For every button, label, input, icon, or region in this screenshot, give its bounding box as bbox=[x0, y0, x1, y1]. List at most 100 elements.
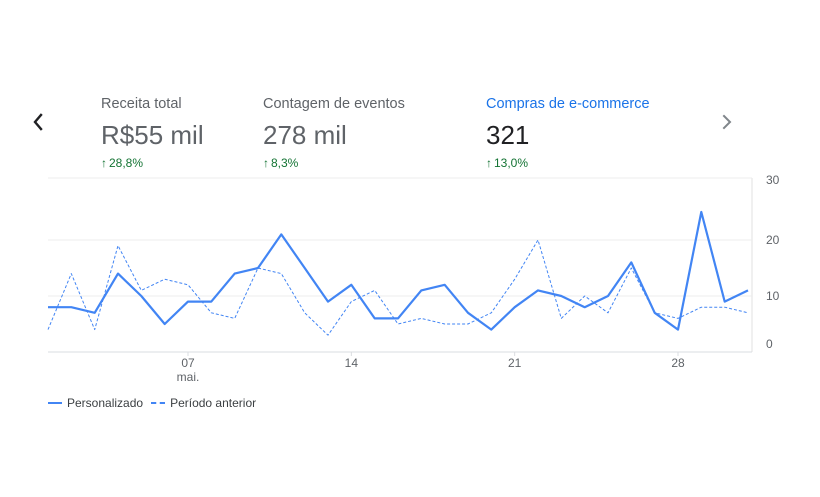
legend-item-current[interactable]: Personalizado bbox=[48, 396, 143, 410]
data-point-current bbox=[560, 295, 563, 298]
data-point-previous bbox=[490, 311, 493, 314]
data-point-previous bbox=[163, 278, 166, 281]
data-point-current bbox=[490, 328, 493, 331]
data-point-previous bbox=[583, 295, 586, 298]
metric-card-ecommerce-purchases[interactable]: Compras de e-commerce 321 ↑ 13,0% bbox=[486, 96, 650, 170]
data-point-current bbox=[70, 306, 73, 309]
x-tick-label: 21 bbox=[508, 356, 522, 370]
metric-change: ↑ 28,8% bbox=[101, 156, 204, 170]
data-point-current bbox=[210, 300, 213, 303]
legend-label: Personalizado bbox=[67, 396, 144, 410]
data-point-previous bbox=[467, 323, 470, 326]
data-point-current bbox=[350, 283, 353, 286]
data-point-current bbox=[163, 323, 166, 326]
arrow-up-icon: ↑ bbox=[263, 156, 269, 170]
data-point-current bbox=[233, 272, 236, 275]
data-point-current bbox=[630, 261, 633, 264]
data-point-current bbox=[443, 283, 446, 286]
data-point-current bbox=[467, 311, 470, 314]
data-point-previous bbox=[700, 306, 703, 309]
metric-change: ↑ 8,3% bbox=[263, 156, 405, 170]
chart-legend: Personalizado Período anterior bbox=[48, 396, 264, 410]
metric-value: 321 bbox=[486, 120, 530, 150]
metric-title: Compras de e-commerce bbox=[486, 96, 650, 112]
legend-label: Período anterior bbox=[170, 396, 257, 410]
data-point-previous bbox=[187, 283, 190, 286]
metric-title: Receita total bbox=[101, 96, 182, 112]
data-point-previous bbox=[607, 311, 610, 314]
metric-value: R$55 mil bbox=[101, 120, 204, 150]
data-point-current bbox=[607, 295, 610, 298]
x-tick-label: 28 bbox=[671, 356, 685, 370]
x-tick-sublabel: mai. bbox=[177, 370, 200, 384]
data-point-current bbox=[93, 311, 96, 314]
data-point-previous bbox=[210, 311, 213, 314]
data-point-current bbox=[303, 267, 306, 270]
data-point-current bbox=[280, 233, 283, 236]
metric-title: Contagem de eventos bbox=[263, 96, 405, 112]
data-point-previous bbox=[373, 289, 376, 292]
data-point-current bbox=[747, 289, 750, 292]
chevron-left-icon bbox=[33, 113, 43, 131]
data-point-current bbox=[187, 300, 190, 303]
data-point-current bbox=[583, 306, 586, 309]
data-point-previous bbox=[350, 300, 353, 303]
data-point-previous bbox=[677, 317, 680, 320]
data-point-previous bbox=[723, 306, 726, 309]
data-point-previous bbox=[630, 267, 633, 270]
metric-card-event-count[interactable]: Contagem de eventos 278 mil ↑ 8,3% bbox=[263, 96, 405, 170]
data-point-previous bbox=[93, 328, 96, 331]
arrow-up-icon: ↑ bbox=[101, 156, 107, 170]
data-point-current bbox=[420, 289, 423, 292]
data-point-current bbox=[47, 306, 50, 309]
data-point-current bbox=[513, 306, 516, 309]
metric-value: 278 mil bbox=[263, 120, 347, 150]
data-point-previous bbox=[327, 334, 330, 337]
data-point-current bbox=[327, 300, 330, 303]
data-point-current bbox=[700, 211, 703, 214]
x-tick-label: 14 bbox=[345, 356, 359, 370]
legend-swatch-dashed bbox=[151, 402, 166, 404]
x-tick-label: 07 bbox=[181, 356, 195, 370]
data-point-previous bbox=[537, 239, 540, 242]
data-point-previous bbox=[280, 272, 283, 275]
data-point-previous bbox=[70, 272, 73, 275]
metric-change: ↑ 13,0% bbox=[486, 156, 650, 170]
next-metrics-button[interactable] bbox=[716, 110, 738, 134]
metric-change-value: 28,8% bbox=[109, 156, 144, 170]
data-point-previous bbox=[140, 289, 143, 292]
data-point-current bbox=[537, 289, 540, 292]
data-point-current bbox=[117, 272, 120, 275]
legend-swatch-solid bbox=[48, 402, 62, 404]
data-point-previous bbox=[117, 244, 120, 247]
data-point-previous bbox=[233, 317, 236, 320]
data-point-previous bbox=[420, 317, 423, 320]
legend-item-previous[interactable]: Período anterior bbox=[151, 396, 256, 410]
previous-metrics-button[interactable] bbox=[28, 110, 50, 134]
data-point-current bbox=[677, 328, 680, 331]
data-point-previous bbox=[303, 311, 306, 314]
chevron-right-icon bbox=[722, 114, 732, 130]
data-point-previous bbox=[560, 317, 563, 320]
y-tick-label: 0 bbox=[766, 337, 773, 351]
data-point-current bbox=[140, 295, 143, 298]
arrow-up-icon: ↑ bbox=[486, 156, 492, 170]
data-point-previous bbox=[257, 267, 260, 270]
data-point-previous bbox=[653, 311, 656, 314]
data-point-previous bbox=[397, 323, 400, 326]
series-line-previous-period bbox=[47, 239, 749, 336]
series-line-current bbox=[48, 210, 749, 331]
data-point-previous bbox=[443, 323, 446, 326]
data-point-current bbox=[397, 317, 400, 320]
data-point-current bbox=[373, 317, 376, 320]
metric-card-revenue[interactable]: Receita total R$55 mil ↑ 28,8% bbox=[101, 96, 204, 170]
metric-change-value: 8,3% bbox=[271, 156, 299, 170]
y-tick-label: 20 bbox=[766, 233, 780, 247]
data-point-current bbox=[723, 300, 726, 303]
data-point-previous bbox=[747, 311, 750, 314]
metric-change-value: 13,0% bbox=[494, 156, 529, 170]
y-tick-label: 10 bbox=[766, 289, 780, 303]
data-point-previous bbox=[47, 328, 50, 331]
data-point-previous bbox=[513, 278, 516, 281]
